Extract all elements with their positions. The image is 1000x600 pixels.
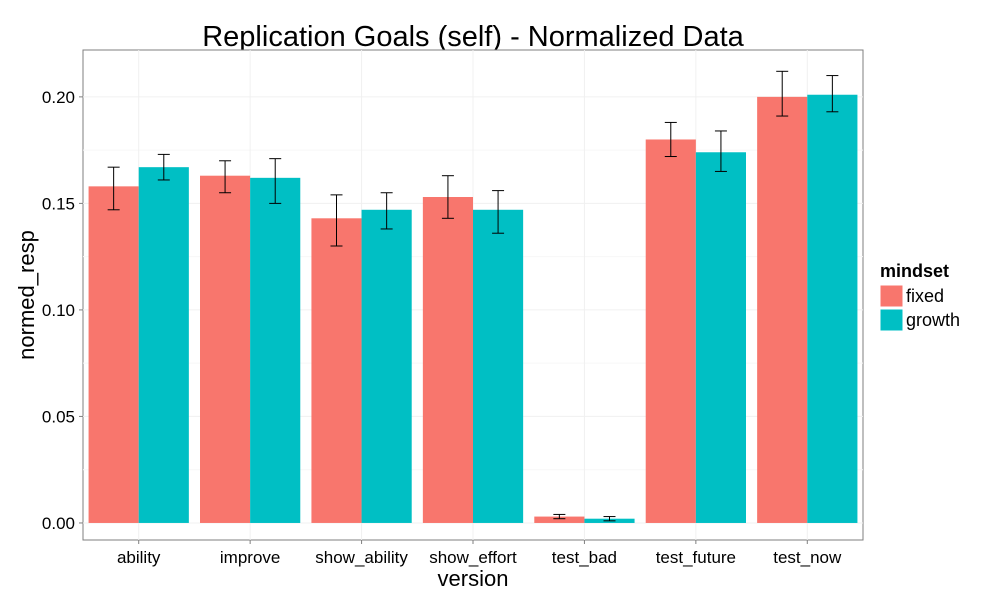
error-bar-growth-test_now (826, 75, 839, 113)
x-ticks: ability improve show_ability show_effort tes… (117, 540, 842, 567)
bar-fixed-improve (200, 175, 251, 523)
x-tick-label-show_effort: show_effort (429, 548, 517, 567)
error-bar-fixed-show_ability (330, 194, 343, 247)
bar-growth-show_effort (473, 209, 524, 523)
error-bar-fixed-show_effort (441, 175, 454, 219)
legend-label-growth: growth (906, 310, 960, 330)
x-tick-label-show_ability: show_ability (315, 548, 408, 567)
x-axis-title: version (438, 566, 509, 591)
y-tick-label: 0.20 (42, 88, 75, 107)
bar-fixed-ability (88, 186, 139, 523)
error-bar-fixed-improve (219, 160, 232, 194)
error-bar-growth-show_ability (380, 192, 393, 230)
y-axis-title: normed_resp (14, 230, 39, 360)
y-ticks: 0.00 0.05 0.10 0.15 0.20 (42, 88, 83, 533)
y-tick-label: 0.00 (42, 514, 75, 533)
legend-swatch-fixed (879, 284, 904, 308)
error-bar-growth-show_effort (492, 190, 505, 234)
bar-fixed-show_ability (311, 218, 362, 523)
x-tick-label-test_bad: test_bad (552, 548, 617, 567)
y-tick-label: 0.05 (42, 407, 75, 426)
x-tick-label-test_now: test_now (773, 548, 842, 567)
legend-swatch-growth (879, 308, 904, 332)
x-tick-label-ability: ability (117, 548, 161, 567)
x-tick-label-test_future: test_future (656, 548, 736, 567)
bar-growth-ability (138, 167, 189, 523)
bar-fixed-test_bad (534, 516, 585, 523)
bar-growth-test_future (695, 152, 746, 523)
error-bar-growth-ability (157, 153, 170, 181)
bar-growth-test_now (807, 94, 858, 523)
y-tick-label: 0.15 (42, 194, 75, 213)
error-bar-growth-test_future (714, 130, 727, 172)
legend: mindset fixed growth (879, 261, 960, 332)
legend-label-fixed: fixed (906, 286, 944, 306)
y-tick-label: 0.10 (42, 301, 75, 320)
chart-title: Replication Goals (self) - Normalized Da… (202, 21, 744, 53)
bar-fixed-show_effort (422, 197, 473, 523)
legend-title: mindset (880, 261, 949, 281)
error-bar-fixed-test_now (776, 70, 789, 117)
bar-fixed-test_future (645, 139, 696, 523)
x-tick-label-improve: improve (220, 548, 280, 567)
error-bars (107, 70, 839, 522)
error-bar-fixed-test_future (664, 121, 677, 158)
error-bar-growth-improve (269, 158, 282, 204)
bar-fixed-test_now (757, 96, 808, 523)
bar-growth-show_ability (361, 209, 412, 523)
error-bar-fixed-test_bad (553, 513, 566, 520)
bar-growth-improve (250, 177, 301, 523)
error-bar-growth-test_bad (603, 516, 616, 522)
bars (88, 94, 858, 523)
error-bar-fixed-ability (107, 166, 120, 211)
